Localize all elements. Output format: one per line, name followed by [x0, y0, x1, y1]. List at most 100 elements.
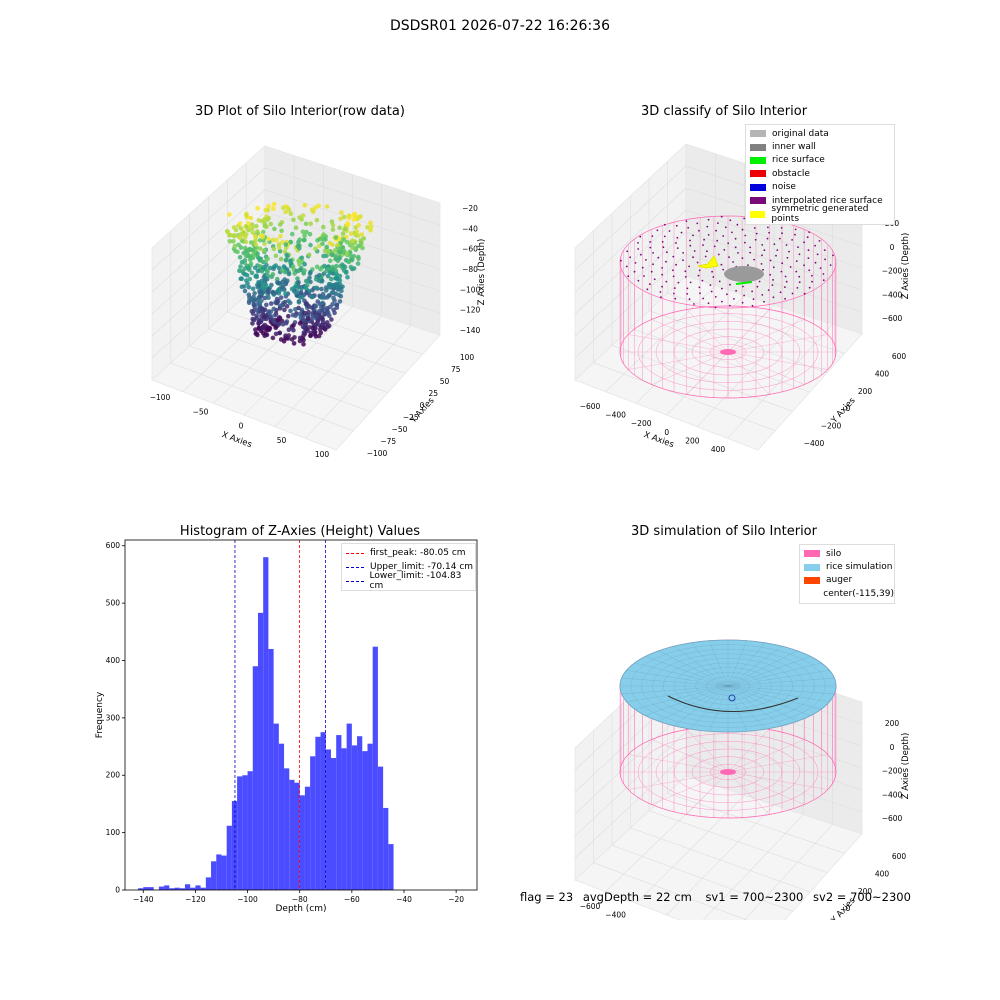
interpolated-point [688, 265, 690, 268]
data-point [237, 254, 243, 260]
data-point [238, 264, 243, 269]
data-point [337, 277, 343, 283]
rice-mesh-spoke [727, 685, 830, 702]
data-point [301, 342, 306, 347]
data-point [315, 238, 320, 243]
data-point [368, 220, 373, 226]
data-point [281, 264, 287, 269]
raw-plot-title: 3D Plot of Silo Interior(row data) [195, 104, 405, 119]
interpolated-point [803, 292, 806, 295]
x-tick-label: −20 [448, 895, 464, 904]
interpolated-point [803, 241, 805, 244]
y-tick-label: 500 [106, 599, 121, 608]
interpolated-point [786, 256, 789, 259]
data-point [313, 303, 319, 309]
interpolated-point [743, 217, 746, 220]
data-point [262, 222, 268, 227]
data-point [261, 264, 266, 270]
classify-legend: original data inner wall rice surface obsta… [745, 124, 895, 225]
interpolated-point [818, 240, 821, 242]
data-point [277, 222, 283, 227]
interpolated-point [673, 287, 676, 289]
silo-floor-spoke [628, 754, 729, 773]
interpolated-point [798, 281, 801, 284]
data-point [258, 233, 264, 238]
data-point [313, 277, 319, 282]
rice-mesh-spoke [658, 685, 729, 722]
y-tick-label: 100 [106, 828, 121, 837]
legend-swatch [750, 170, 766, 178]
interpolated-point [661, 241, 664, 243]
grid-line [574, 187, 863, 293]
histogram-bar [273, 723, 279, 890]
data-point [262, 333, 268, 339]
histogram-bar [315, 736, 321, 890]
data-point [291, 341, 297, 346]
data-point [250, 321, 255, 326]
interpolated-point [723, 249, 726, 251]
data-point [253, 223, 259, 229]
rice-mesh-spoke [727, 640, 747, 687]
data-point [283, 242, 289, 247]
interpolated-point [707, 218, 710, 221]
interpolated-point [672, 269, 674, 272]
data-point [277, 330, 283, 336]
data-point [259, 298, 264, 304]
data-point [272, 313, 278, 318]
histogram-bar [257, 612, 264, 890]
data-point [329, 252, 335, 257]
interpolated-point [769, 259, 772, 262]
raw-3d-axes-box [151, 145, 441, 451]
data-point [333, 276, 338, 281]
data-point [248, 261, 254, 266]
data-point [271, 206, 276, 211]
data-point [267, 325, 272, 331]
legend-entry: center(-115,39) [800, 587, 894, 600]
legend-swatch [804, 550, 820, 558]
data-point [255, 301, 260, 307]
interpolated-point [728, 256, 730, 258]
interpolated-point [646, 288, 649, 291]
simulation-silo-cylinder [619, 639, 837, 819]
data-point [306, 313, 311, 318]
interpolated-point [652, 252, 654, 254]
interpolated-point [808, 231, 811, 234]
interpolated-point [620, 259, 622, 262]
rice-mesh-spoke [626, 670, 729, 687]
rice-mesh-spoke [645, 685, 729, 716]
interpolated-point [714, 296, 717, 298]
interpolated-point [829, 264, 832, 266]
data-point [264, 276, 270, 282]
histogram-bar [325, 749, 331, 890]
interpolated-point [703, 238, 705, 241]
data-point [330, 227, 336, 232]
data-point [319, 278, 325, 284]
x-tick-label: −80 [292, 895, 308, 904]
legend-entry: rice simulation [800, 560, 894, 573]
rice-mesh-spoke [727, 685, 822, 710]
interpolated-point [717, 253, 720, 256]
data-point [283, 333, 288, 339]
data-point [288, 239, 294, 245]
interpolated-point [674, 297, 677, 300]
interpolated-point [729, 219, 732, 222]
data-point [321, 232, 327, 237]
data-point [274, 237, 279, 243]
interpolated-point [713, 245, 716, 248]
raw-y-tick: 50 [440, 377, 450, 386]
interpolated-point [798, 253, 801, 256]
data-point [274, 300, 279, 306]
interpolated-point [784, 275, 787, 278]
data-point [304, 229, 309, 235]
classify-plot-title: 3D classify of Silo Interior [640, 104, 808, 119]
raw-z-tick: −100 [460, 285, 481, 294]
histogram-bar [383, 807, 389, 890]
data-point [328, 282, 334, 287]
sim-z-tick: −400 [882, 790, 903, 799]
status-footer: flag = 23 avgDepth = 22 cm sv1 = 700~230… [520, 890, 917, 904]
rice-mesh-spoke [658, 650, 729, 687]
data-point [332, 310, 337, 316]
histogram-bar [138, 888, 144, 890]
raw-point-cloud [224, 201, 374, 347]
sim-y-tick: 600 [892, 852, 907, 861]
